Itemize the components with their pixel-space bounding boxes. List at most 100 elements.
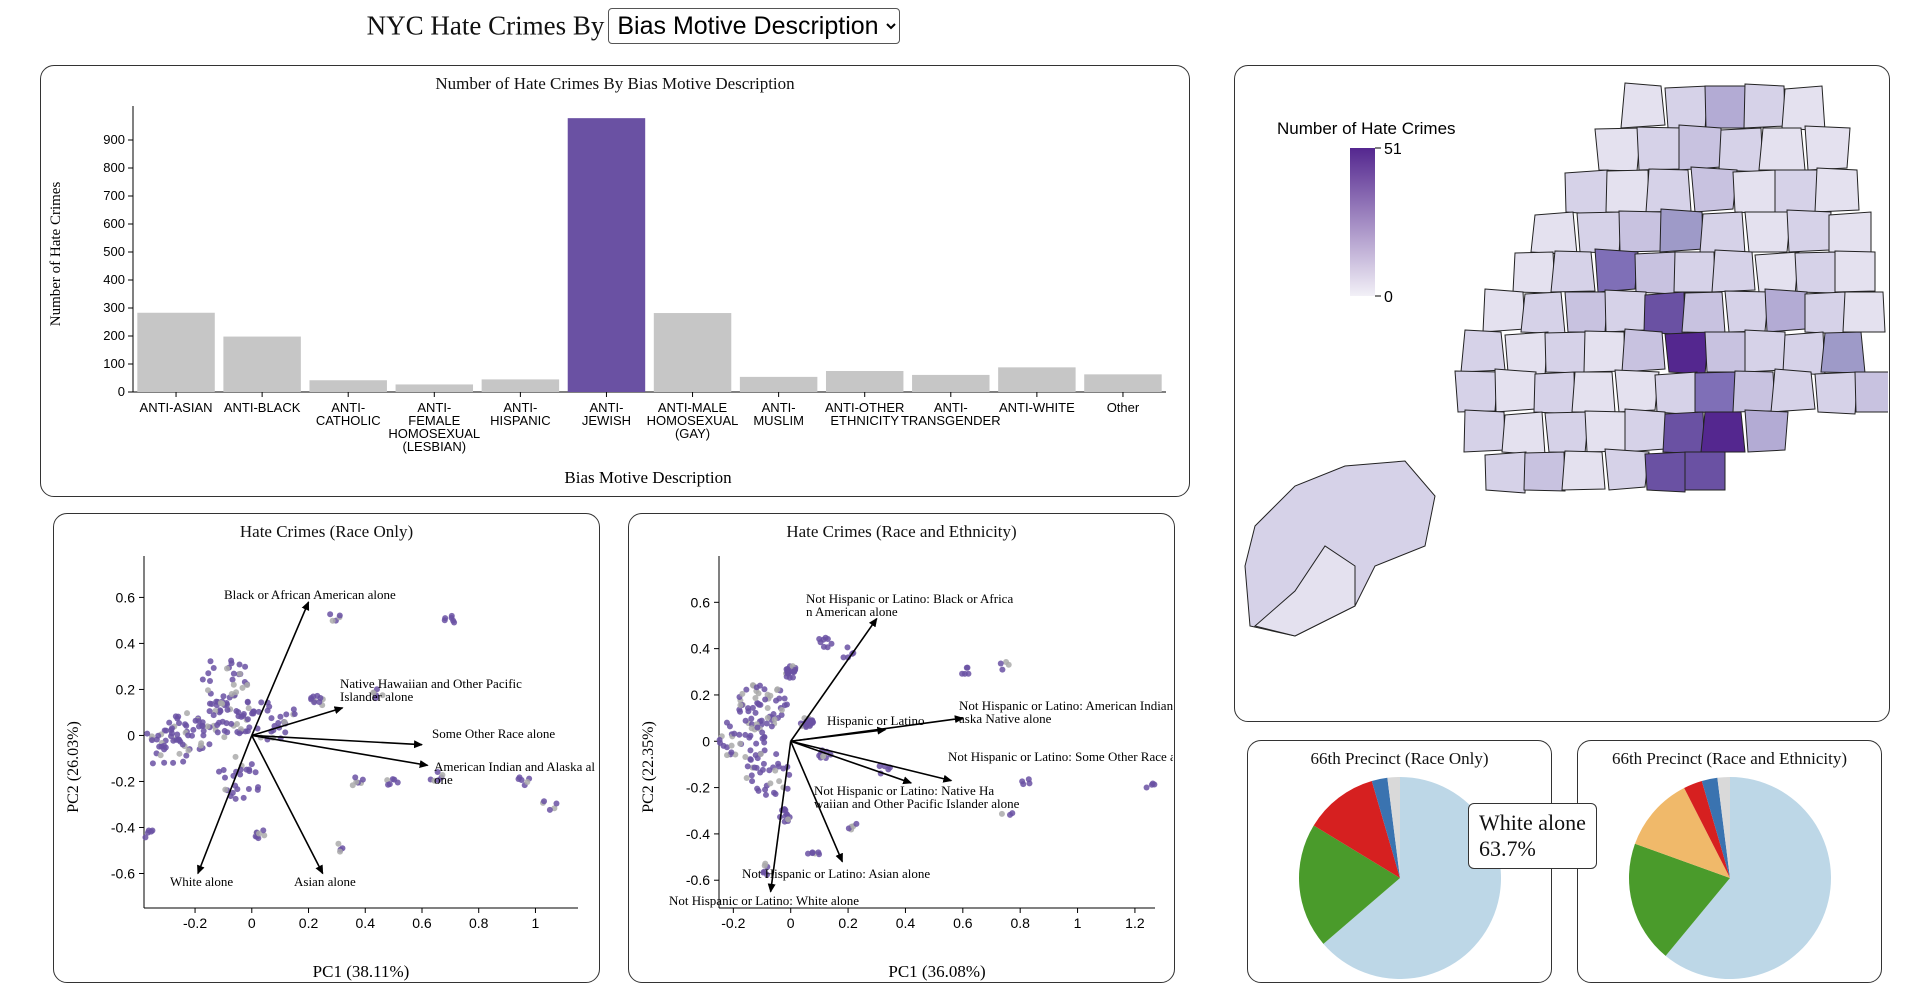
x-tick-label: ANTI-: [934, 400, 968, 415]
pie-ethnicity-panel: 66th Precinct (Race and Ethnicity): [1577, 740, 1882, 983]
data-point: [747, 747, 754, 754]
bias-attribute-select[interactable]: Bias Motive Description: [608, 8, 901, 44]
precinct-region: [1684, 451, 1726, 491]
y-tick-label: 400: [103, 272, 125, 287]
loading-arrow: [789, 740, 844, 863]
data-point: [743, 686, 750, 693]
precinct-region: [1605, 169, 1650, 214]
precinct-region: [1744, 211, 1792, 253]
data-point: [161, 759, 168, 766]
precinct-region: [1694, 371, 1736, 414]
y-axis-label: PC2 (22.35%): [640, 721, 657, 813]
x-tick-label: ANTI-OTHER: [825, 400, 904, 415]
precinct-region: [1718, 127, 1764, 173]
precinct-region: [1621, 328, 1666, 373]
precinct-region: [1576, 211, 1623, 254]
data-point: [752, 695, 759, 702]
y-tick-label: -0.6: [686, 872, 710, 888]
x-tick-label: 0.6: [412, 915, 432, 931]
x-tick-label: ANTI-: [589, 400, 623, 415]
data-point: [778, 706, 785, 713]
data-point: [237, 771, 244, 778]
data-point: [965, 670, 972, 677]
data-point: [844, 644, 851, 651]
bar: [1084, 374, 1162, 392]
pie-slice: [1629, 843, 1730, 956]
data-point: [998, 810, 1005, 817]
data-point: [820, 636, 827, 643]
data-point: [260, 827, 267, 834]
data-point: [1025, 776, 1032, 783]
x-tick-label: HISPANIC: [490, 413, 550, 428]
data-point: [204, 687, 211, 694]
data-point: [853, 820, 860, 827]
data-point: [183, 722, 190, 729]
data-point: [755, 787, 762, 794]
data-point: [439, 771, 446, 778]
data-point: [149, 760, 156, 767]
data-point: [240, 710, 247, 717]
x-tick-label: ANTI-ASIAN: [140, 400, 213, 415]
data-point: [551, 805, 558, 812]
map-legend-gradient: [1350, 148, 1375, 296]
data-point: [747, 756, 754, 763]
precinct-region: [1614, 369, 1660, 413]
data-point: [781, 695, 788, 702]
y-tick-label: 0: [118, 384, 125, 399]
loading-label: Asian alone: [294, 874, 356, 889]
data-point: [876, 763, 883, 770]
data-point: [828, 640, 835, 647]
bar: [395, 384, 474, 392]
data-point: [230, 681, 237, 688]
precinct-region: [1644, 451, 1688, 493]
data-point: [153, 736, 160, 743]
data-point: [739, 690, 746, 697]
y-tick-label: 0.4: [116, 635, 136, 651]
data-point: [236, 661, 243, 668]
precinct-region: [1744, 329, 1786, 373]
y-tick-label: 900: [103, 132, 125, 147]
precinct-region: [1564, 169, 1609, 216]
data-point: [175, 713, 182, 720]
precinct-region: [1504, 331, 1549, 376]
pie-slice: [1299, 825, 1400, 944]
data-point: [773, 697, 780, 704]
precinct-region: [1744, 409, 1789, 453]
data-point: [757, 769, 764, 776]
loading-label: Not Hispanic or Latino: Asian alone: [742, 866, 930, 881]
x-tick-label: FEMALE: [408, 413, 460, 428]
data-point: [266, 703, 273, 710]
data-point: [1020, 781, 1027, 788]
y-tick-label: 300: [103, 300, 125, 315]
data-point: [250, 710, 257, 717]
data-point: [282, 729, 289, 736]
data-point: [200, 727, 207, 734]
data-point: [743, 774, 750, 781]
precinct-region: [1804, 291, 1846, 335]
precinct-region: [1550, 250, 1596, 293]
loading-arrow: [251, 734, 423, 749]
pie-ethnicity-title: 66th Precinct (Race and Ethnicity): [1611, 749, 1848, 768]
data-point: [144, 730, 151, 737]
x-tick-label: ANTI-: [331, 400, 365, 415]
data-point: [359, 776, 366, 783]
data-point: [308, 695, 315, 702]
data-point: [964, 664, 971, 671]
data-point: [385, 781, 392, 788]
data-point: [248, 761, 255, 768]
data-point: [435, 777, 442, 784]
data-point: [352, 774, 359, 781]
data-point: [372, 695, 379, 702]
x-tick-label: HOMOSEXUAL: [647, 413, 739, 428]
precinct-region: [1624, 408, 1666, 453]
pie-slice: [1371, 777, 1400, 878]
loading-label: American Indian and Alaska al one: [434, 759, 595, 787]
y-tick-label: 700: [103, 188, 125, 203]
data-point: [748, 725, 755, 732]
pie-tooltip: White alone 63.7%: [1468, 803, 1597, 869]
data-point: [206, 741, 213, 748]
map-legend-max: 51: [1384, 141, 1402, 158]
map-legend-title: Number of Hate Crimes: [1277, 119, 1456, 138]
data-point: [219, 700, 226, 707]
pca-race-title: Hate Crimes (Race Only): [239, 522, 414, 541]
